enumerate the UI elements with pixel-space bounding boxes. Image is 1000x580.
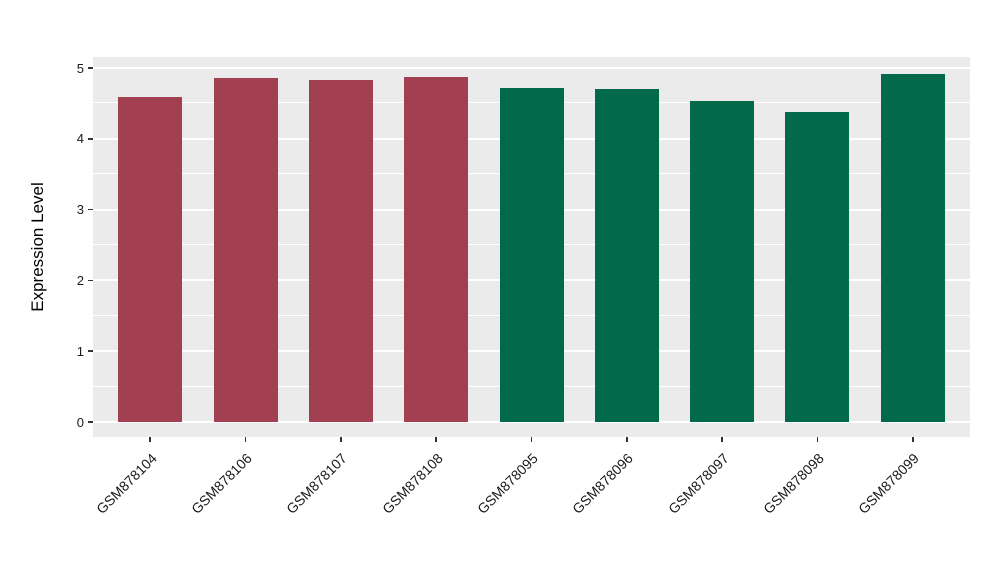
y-tick-mark (88, 67, 93, 69)
x-tick-mark (340, 437, 342, 442)
y-tick-label: 3 (76, 202, 84, 218)
y-tick-mark (88, 350, 93, 352)
x-tick-mark (149, 437, 151, 442)
x-tick-label: GSM878104 (92, 450, 160, 517)
y-tick-mark (88, 208, 93, 211)
x-tick-label: GSM878106 (187, 450, 255, 517)
bar-GSM878095 (499, 87, 564, 422)
x-tick-mark (530, 437, 533, 442)
y-tick-mark (88, 421, 93, 423)
y-tick-label: 4 (76, 131, 84, 147)
bar-GSM878096 (594, 88, 659, 422)
x-tick-label: GSM878107 (283, 450, 351, 517)
x-tick-mark (816, 437, 819, 442)
x-tick-label: GSM878108 (378, 450, 446, 517)
x-tick-mark (912, 437, 914, 442)
gridline-major (93, 421, 970, 423)
bar-GSM878097 (690, 101, 755, 422)
plot-panel (93, 57, 970, 437)
x-tick-label: GSM878098 (759, 450, 827, 517)
y-tick-label: 5 (76, 60, 84, 76)
bar-GSM878104 (118, 97, 183, 422)
bar-GSM878106 (213, 77, 278, 422)
bar-GSM878099 (880, 73, 945, 422)
bar-GSM878098 (785, 111, 850, 422)
x-tick-label: GSM878097 (664, 450, 732, 517)
y-tick-label: 0 (76, 414, 84, 430)
x-tick-mark (626, 437, 628, 442)
bar-GSM878108 (404, 76, 469, 422)
x-tick-label: GSM878096 (569, 450, 637, 517)
x-tick-label: GSM878099 (855, 450, 923, 517)
y-tick-label: 1 (76, 343, 84, 359)
x-tick-label: GSM878095 (473, 450, 541, 517)
y-tick-label: 2 (76, 272, 84, 288)
gridline-major (93, 67, 970, 69)
y-tick-mark (88, 138, 93, 140)
x-tick-mark (435, 437, 437, 442)
y-tick-mark (88, 279, 93, 282)
bar-GSM878107 (308, 80, 373, 422)
x-tick-mark (244, 437, 247, 442)
x-tick-mark (721, 437, 723, 442)
y-axis-title: Expression Level (28, 182, 47, 312)
